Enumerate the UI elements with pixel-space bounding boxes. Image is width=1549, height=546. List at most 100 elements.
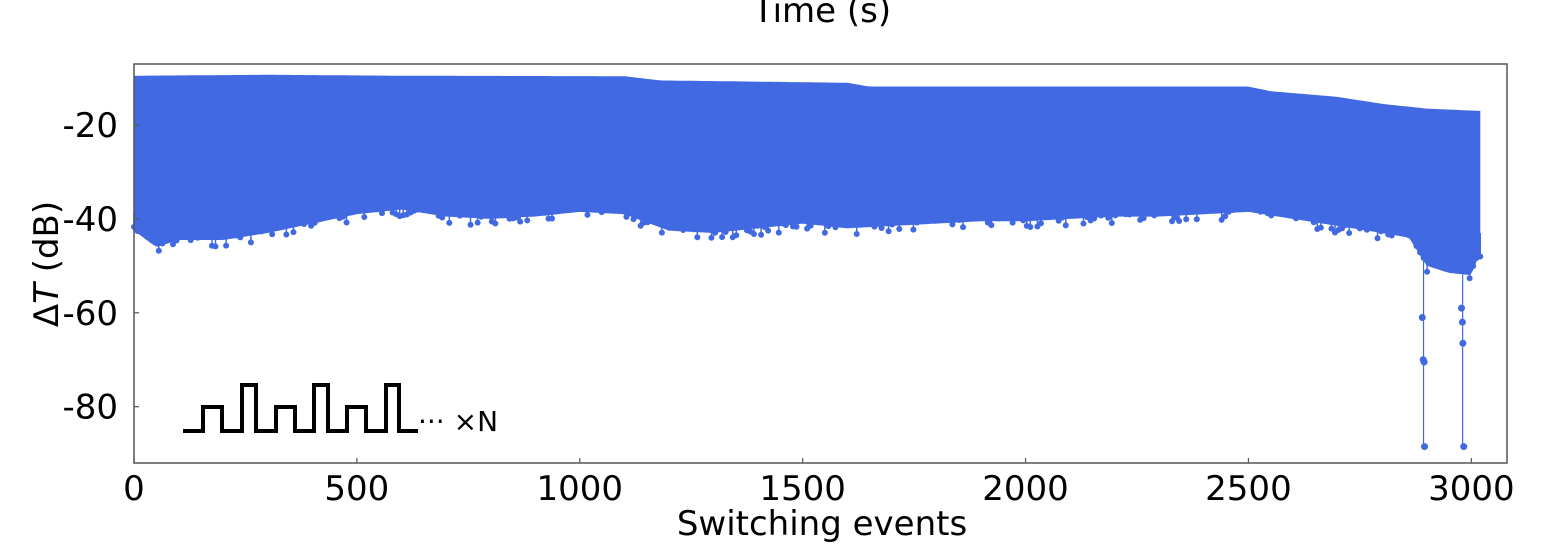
data-point (258, 228, 265, 235)
data-point (772, 210, 779, 217)
data-point (432, 206, 439, 213)
data-point (1052, 205, 1059, 212)
data-point (1076, 204, 1083, 211)
data-point (212, 243, 219, 250)
data-point (226, 225, 233, 232)
data-point (935, 217, 942, 224)
data-point (286, 216, 293, 223)
data-point (318, 209, 325, 216)
data-point (1310, 219, 1317, 226)
data-point (262, 223, 269, 230)
data-point (173, 237, 180, 244)
y-tick-label: -60 (62, 294, 118, 334)
data-point (265, 218, 272, 225)
data-point (1037, 220, 1044, 227)
data-point (141, 226, 148, 233)
data-point (605, 204, 612, 211)
data-point (765, 227, 772, 234)
data-point (205, 224, 212, 231)
data-point (155, 247, 162, 254)
data-point (169, 241, 176, 248)
data-point (651, 215, 658, 222)
data-point (878, 225, 885, 232)
data-point (1342, 222, 1349, 229)
data-point (1161, 202, 1168, 209)
plot-frame (133, 63, 1508, 464)
data-point (1324, 207, 1331, 214)
data-point (453, 207, 460, 214)
data-point (623, 213, 630, 220)
data-point (254, 222, 261, 229)
data-point (216, 225, 223, 232)
data-point (414, 206, 421, 213)
plot-area (131, 74, 1484, 451)
data-point (191, 226, 198, 233)
data-point (1257, 208, 1264, 215)
data-point (467, 221, 474, 228)
data-point (1477, 253, 1484, 260)
data-point (301, 220, 308, 227)
data-point (1413, 243, 1420, 250)
data-point (704, 218, 711, 225)
data-point (832, 224, 839, 231)
data-point (991, 204, 998, 211)
data-point (694, 234, 701, 241)
data-point (1448, 258, 1455, 265)
data-point (906, 216, 913, 223)
data-point (1013, 214, 1020, 221)
data-point (1190, 199, 1197, 206)
data-point (712, 229, 719, 236)
data-point (584, 211, 591, 218)
data-point (676, 214, 683, 221)
data-point (1406, 222, 1413, 229)
outlier-point (1420, 358, 1428, 366)
data-point (960, 224, 967, 231)
data-point (825, 223, 832, 230)
data-point (1427, 251, 1434, 258)
data-point (750, 230, 757, 237)
data-point (1091, 215, 1098, 222)
data-point (138, 221, 145, 228)
data-point (247, 239, 254, 246)
data-point (1392, 218, 1399, 225)
data-point (237, 234, 244, 241)
data-point (921, 210, 928, 217)
x-tick-label: 500 (324, 469, 389, 509)
data-point (1452, 263, 1459, 270)
outlier-point (1421, 443, 1429, 451)
data-point (1112, 212, 1119, 219)
y-tick-label: -40 (62, 200, 118, 240)
data-point (1261, 201, 1268, 208)
data-point (807, 222, 814, 229)
data-point (563, 202, 570, 209)
data-point (1105, 214, 1112, 221)
data-point (293, 219, 300, 226)
data-point (1349, 211, 1356, 218)
data-point (846, 217, 853, 224)
data-point (524, 217, 531, 224)
data-point (1016, 209, 1023, 216)
data-point (1080, 220, 1087, 227)
data-point (1108, 219, 1115, 226)
data-point (1317, 224, 1324, 231)
data-point (1229, 207, 1236, 214)
data-point (1445, 262, 1452, 269)
data-point (332, 210, 339, 217)
data-point (1470, 263, 1477, 270)
x-tick-label: 1500 (759, 469, 846, 509)
data-point (541, 209, 548, 216)
data-point (1353, 218, 1360, 225)
data-point (145, 233, 152, 240)
data-point (322, 213, 329, 220)
data-point (1239, 198, 1246, 205)
data-point (1119, 206, 1126, 213)
data-point (1179, 207, 1186, 214)
data-point (1356, 225, 1363, 232)
data-point (552, 200, 559, 207)
data-point (1154, 207, 1161, 214)
data-point (492, 220, 499, 227)
data-point (223, 242, 230, 249)
outlier-point (1458, 318, 1466, 326)
data-point (1402, 226, 1409, 233)
data-point (1293, 215, 1300, 222)
